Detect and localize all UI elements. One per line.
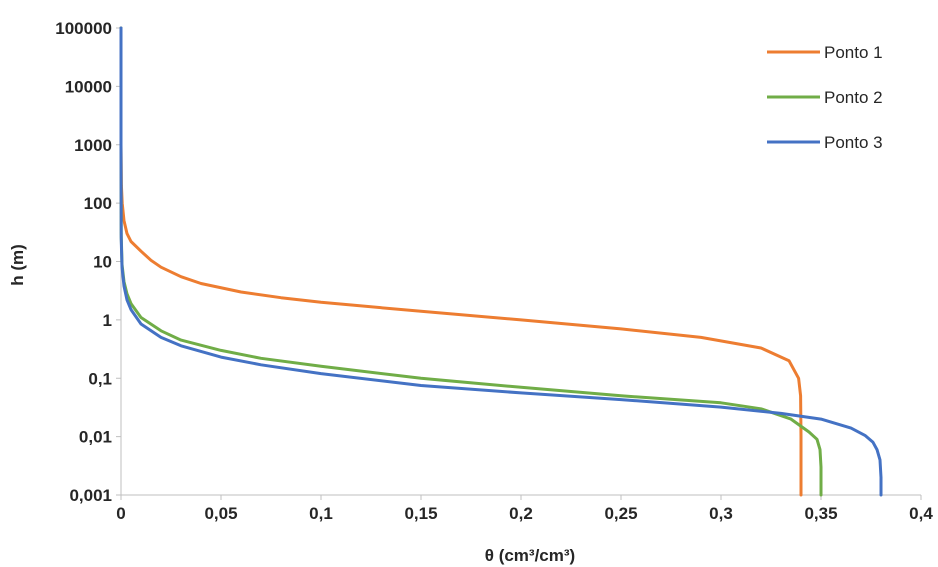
- y-tick-label: 0,1: [88, 369, 112, 388]
- x-tick-label: 0,1: [309, 504, 333, 523]
- y-tick-label: 100000: [55, 19, 112, 38]
- legend-label: Ponto 3: [824, 133, 883, 152]
- y-tick-label: 10: [93, 253, 112, 272]
- legend: Ponto 1 Ponto 2 Ponto 3: [767, 43, 883, 152]
- x-tick-label: 0,3: [709, 504, 733, 523]
- x-tick-label: 0,05: [204, 504, 237, 523]
- legend-label: Ponto 2: [824, 88, 883, 107]
- series-line-ponto-3: [119, 26, 883, 497]
- series-layer: [119, 26, 883, 497]
- x-axis-title: θ (cm³/cm³): [485, 546, 575, 565]
- y-tick-label: 10000: [65, 77, 112, 96]
- y-axis-title: h (m): [8, 244, 27, 286]
- x-tick-label: 0,15: [404, 504, 437, 523]
- x-tick-label: 0,2: [509, 504, 533, 523]
- x-tick-label: 0,4: [909, 504, 933, 523]
- series-line-ponto-2: [119, 26, 823, 497]
- y-tick-label: 0,01: [79, 428, 112, 447]
- y-tick-label: 1: [103, 311, 112, 330]
- ticks-layer: 0,001 0,01 0,1 1 10 100 1000 10000 100000 0 0,05 0,…: [55, 19, 933, 523]
- y-tick-label: 1000: [74, 136, 112, 155]
- x-tick-label: 0,25: [604, 504, 637, 523]
- legend-label: Ponto 1: [824, 43, 883, 62]
- y-tick-label: 0,001: [69, 486, 112, 505]
- x-tick-label: 0,35: [804, 504, 837, 523]
- series-line-ponto-1: [119, 26, 803, 497]
- y-tick-label: 100: [84, 194, 112, 213]
- x-tick-label: 0: [116, 504, 125, 523]
